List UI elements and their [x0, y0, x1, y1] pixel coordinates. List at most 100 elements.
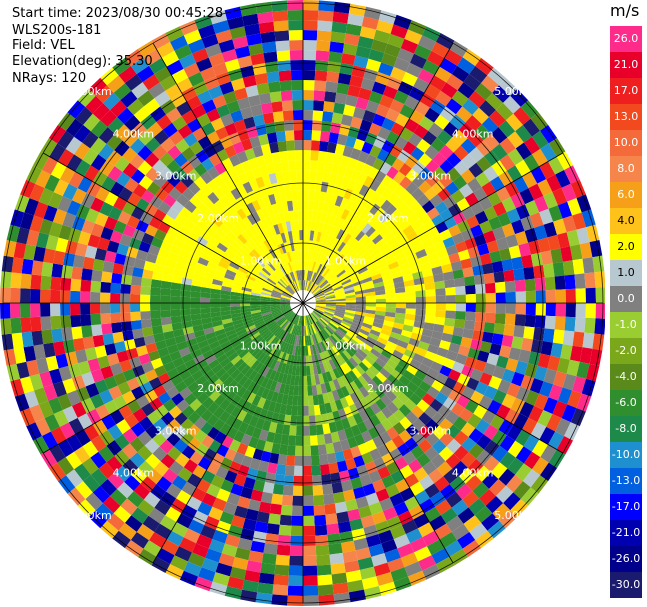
- velocity-gate: [375, 306, 386, 312]
- velocity-gate: [404, 473, 419, 488]
- velocity-gate: [286, 455, 295, 466]
- velocity-gate: [520, 487, 539, 506]
- velocity-gate: [384, 283, 395, 290]
- azimuth-line: [42, 152, 304, 304]
- velocity-gate: [486, 240, 500, 253]
- velocity-gate: [336, 460, 348, 473]
- velocity-gate: [329, 225, 337, 237]
- velocity-gate: [74, 446, 91, 464]
- velocity-gate: [205, 331, 217, 340]
- velocity-gate: [368, 49, 385, 63]
- velocity-gate: [319, 140, 329, 152]
- velocity-gate: [337, 241, 346, 252]
- velocity-gate: [414, 225, 427, 237]
- velocity-gate: [277, 280, 286, 289]
- velocity-gate: [268, 193, 277, 205]
- velocity-gate: [40, 138, 58, 157]
- azimuth-line: [42, 302, 304, 454]
- velocity-gate: [460, 336, 473, 348]
- velocity-gate: [566, 359, 580, 377]
- velocity-gate: [281, 394, 289, 405]
- velocity-gate: [257, 397, 267, 409]
- velocity-gate: [332, 153, 343, 165]
- velocity-gate: [425, 289, 436, 297]
- velocity-gate: [582, 332, 595, 349]
- velocity-gate: [243, 116, 256, 129]
- velocity-gate: [199, 214, 212, 226]
- velocity-gate: [278, 341, 286, 352]
- velocity-gate: [145, 167, 160, 182]
- velocity-gate: [295, 280, 300, 291]
- velocity-gate: [67, 487, 86, 506]
- velocity-gate: [493, 323, 505, 335]
- velocity-gate: [114, 253, 127, 265]
- velocity-gate: [104, 343, 117, 356]
- velocity-gate: [372, 344, 384, 354]
- velocity-gate: [379, 227, 391, 239]
- velocity-gate: [311, 385, 318, 396]
- velocity-gate: [181, 504, 198, 520]
- velocity-gate: [114, 140, 130, 157]
- velocity-gate: [207, 426, 220, 440]
- velocity-gate: [323, 312, 334, 318]
- velocity-gate: [281, 342, 288, 353]
- velocity-gate: [303, 505, 315, 516]
- velocity-gate: [368, 365, 380, 376]
- velocity-gate: [142, 326, 154, 337]
- velocity-gate: [324, 213, 332, 225]
- velocity-gate: [232, 141, 245, 155]
- velocity-gate: [336, 377, 346, 388]
- velocity-gate: [342, 550, 358, 563]
- velocity-gate: [68, 171, 84, 189]
- velocity-gate: [245, 324, 256, 332]
- velocity-gate: [418, 35, 436, 51]
- velocity-gate: [53, 179, 69, 196]
- velocity-gate: [258, 460, 270, 473]
- velocity-gate: [23, 244, 36, 261]
- velocity-gate: [362, 319, 374, 326]
- velocity-gate: [230, 109, 244, 123]
- velocity-gate: [380, 269, 392, 278]
- velocity-gate: [220, 479, 234, 493]
- velocity-gate: [160, 295, 171, 303]
- velocity-gate: [258, 429, 269, 442]
- velocity-gate: [159, 166, 174, 181]
- velocity-gate: [464, 275, 476, 286]
- velocity-gate: [540, 124, 558, 144]
- velocity-gate: [271, 151, 281, 164]
- velocity-gate: [544, 315, 556, 330]
- velocity-gate: [220, 303, 231, 308]
- velocity-gate: [303, 170, 310, 181]
- velocity-gate: [331, 318, 342, 325]
- velocity-gate: [453, 160, 469, 176]
- velocity-gate: [334, 501, 348, 514]
- velocity-gate: [176, 490, 192, 505]
- velocity-gate: [126, 377, 140, 391]
- velocity-gate: [210, 307, 221, 313]
- velocity-gate: [250, 266, 261, 275]
- velocity-gate: [236, 196, 247, 209]
- velocity-gate: [180, 160, 195, 175]
- velocity-gate: [507, 131, 524, 149]
- velocity-gate: [230, 306, 241, 311]
- velocity-gate: [150, 484, 166, 500]
- velocity-gate: [138, 175, 153, 190]
- velocity-gate: [460, 138, 477, 154]
- velocity-gate: [485, 292, 496, 303]
- velocity-gate: [488, 375, 502, 390]
- velocity-gate: [117, 381, 131, 396]
- velocity-gate: [90, 303, 101, 315]
- velocity-gate: [501, 334, 514, 348]
- velocity-gate: [113, 220, 127, 234]
- velocity-gate: [361, 16, 379, 30]
- velocity-gate: [197, 501, 213, 516]
- velocity-gate: [555, 303, 566, 317]
- velocity-gate: [406, 381, 419, 393]
- velocity-gate: [314, 292, 324, 298]
- velocity-gate: [412, 242, 425, 253]
- velocity-gate: [39, 371, 53, 388]
- velocity-gate: [157, 372, 171, 385]
- velocity-gate: [303, 405, 309, 416]
- velocity-gate: [510, 499, 529, 518]
- velocity-gate: [286, 354, 292, 365]
